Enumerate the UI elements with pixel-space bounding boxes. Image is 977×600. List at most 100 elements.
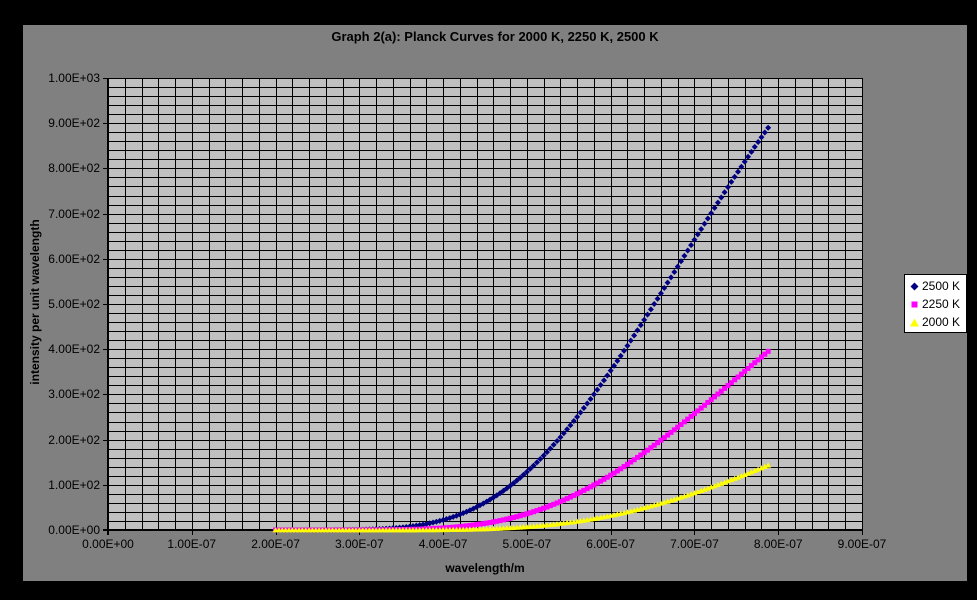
data-point-marker — [755, 466, 762, 472]
data-point-marker — [521, 512, 527, 518]
data-point-marker — [621, 464, 627, 470]
data-point-marker — [641, 450, 647, 456]
data-point-marker — [698, 405, 704, 411]
data-point-marker — [758, 465, 765, 471]
data-point-marker — [762, 351, 768, 357]
data-point-marker — [574, 413, 581, 420]
data-point-marker — [658, 437, 664, 443]
data-point-marker — [678, 258, 685, 265]
legend[interactable]: 2500 K 2250 K 2000 K — [904, 274, 967, 333]
data-point-marker — [484, 520, 490, 526]
data-point-marker — [751, 467, 758, 474]
data-point-marker — [564, 496, 570, 502]
data-point-marker — [527, 465, 534, 472]
data-point-marker — [675, 424, 681, 430]
data-point-marker — [480, 521, 486, 527]
data-point-marker — [490, 519, 496, 525]
data-point-marker — [537, 456, 544, 463]
data-point-marker — [601, 476, 607, 482]
data-point-marker — [547, 445, 554, 452]
data-point-marker — [607, 367, 614, 374]
data-point-marker — [494, 518, 500, 524]
data-point-marker — [701, 402, 707, 408]
data-point-marker — [661, 435, 667, 441]
data-point-marker — [671, 268, 678, 275]
data-point-marker — [674, 263, 681, 270]
data-point-marker — [691, 411, 697, 417]
data-point-marker — [765, 348, 771, 354]
data-point-marker — [651, 442, 657, 448]
data-point-marker — [718, 388, 724, 394]
data-point-marker — [711, 204, 718, 211]
data-point-marker — [644, 311, 651, 318]
gridlines — [108, 78, 863, 531]
data-point-marker — [487, 520, 493, 526]
data-point-marker — [738, 163, 745, 170]
data-point-marker — [574, 491, 580, 497]
data-point-marker — [554, 500, 560, 506]
data-point-marker — [527, 510, 533, 516]
data-point-marker — [634, 454, 640, 460]
data-point-marker — [668, 429, 674, 435]
data-point-marker — [470, 522, 476, 528]
data-point-marker — [614, 468, 620, 474]
data-point-marker — [761, 463, 768, 469]
data-point-marker — [748, 148, 755, 155]
data-point-marker — [694, 231, 701, 238]
data-point-marker — [604, 372, 611, 379]
data-point-marker — [560, 430, 567, 437]
data-point-marker — [510, 515, 516, 521]
data-point-marker — [608, 472, 614, 478]
square-icon — [911, 301, 918, 307]
data-point-marker — [580, 405, 587, 412]
data-point-marker — [621, 347, 628, 354]
data-point-marker — [657, 290, 664, 297]
data-point-marker — [628, 459, 634, 465]
data-point-marker — [457, 524, 463, 530]
data-point-marker — [715, 391, 721, 397]
data-point-marker — [446, 515, 453, 522]
data-point-marker — [544, 504, 550, 510]
data-point-marker — [557, 499, 563, 505]
series-2000-k[interactable] — [272, 462, 772, 533]
data-point-marker — [655, 440, 661, 446]
data-point-marker — [594, 480, 600, 486]
legend-item-2500k[interactable]: 2500 K — [905, 277, 966, 295]
data-point-marker — [738, 371, 744, 377]
data-point-marker — [564, 426, 571, 433]
data-point-marker — [543, 449, 550, 456]
data-point-marker — [765, 124, 772, 131]
data-point-marker — [467, 522, 473, 528]
data-point-marker — [748, 469, 755, 475]
data-point-marker — [654, 295, 661, 302]
chart-area: Graph 2(a): Planck Curves for 2000 K, 22… — [23, 25, 967, 581]
data-point-marker — [724, 184, 731, 191]
data-point-marker — [617, 352, 624, 359]
data-point-marker — [661, 285, 668, 292]
data-point-marker — [561, 497, 567, 503]
data-point-marker — [507, 515, 513, 521]
data-point-marker — [732, 377, 738, 383]
data-point-marker — [557, 434, 564, 441]
data-point-marker — [517, 474, 524, 481]
data-point-marker — [504, 516, 510, 522]
data-point-marker — [701, 220, 708, 227]
data-point-marker — [645, 447, 651, 453]
legend-item-2000k[interactable]: 2000 K — [905, 313, 966, 331]
data-point-marker — [524, 511, 530, 517]
data-point-marker — [514, 514, 520, 520]
data-point-marker — [520, 471, 527, 478]
data-point-marker — [554, 438, 561, 445]
data-point-marker — [721, 189, 728, 196]
data-point-marker — [550, 441, 557, 448]
data-point-marker — [594, 386, 601, 393]
data-point-marker — [567, 422, 574, 429]
data-point-marker — [712, 394, 718, 400]
data-point-marker — [638, 452, 644, 458]
data-point-marker — [618, 466, 624, 472]
data-point-marker — [705, 399, 711, 405]
data-point-marker — [637, 322, 644, 329]
legend-item-2250k[interactable]: 2250 K — [905, 295, 966, 313]
data-point-marker — [530, 462, 537, 469]
data-point-marker — [464, 523, 470, 529]
